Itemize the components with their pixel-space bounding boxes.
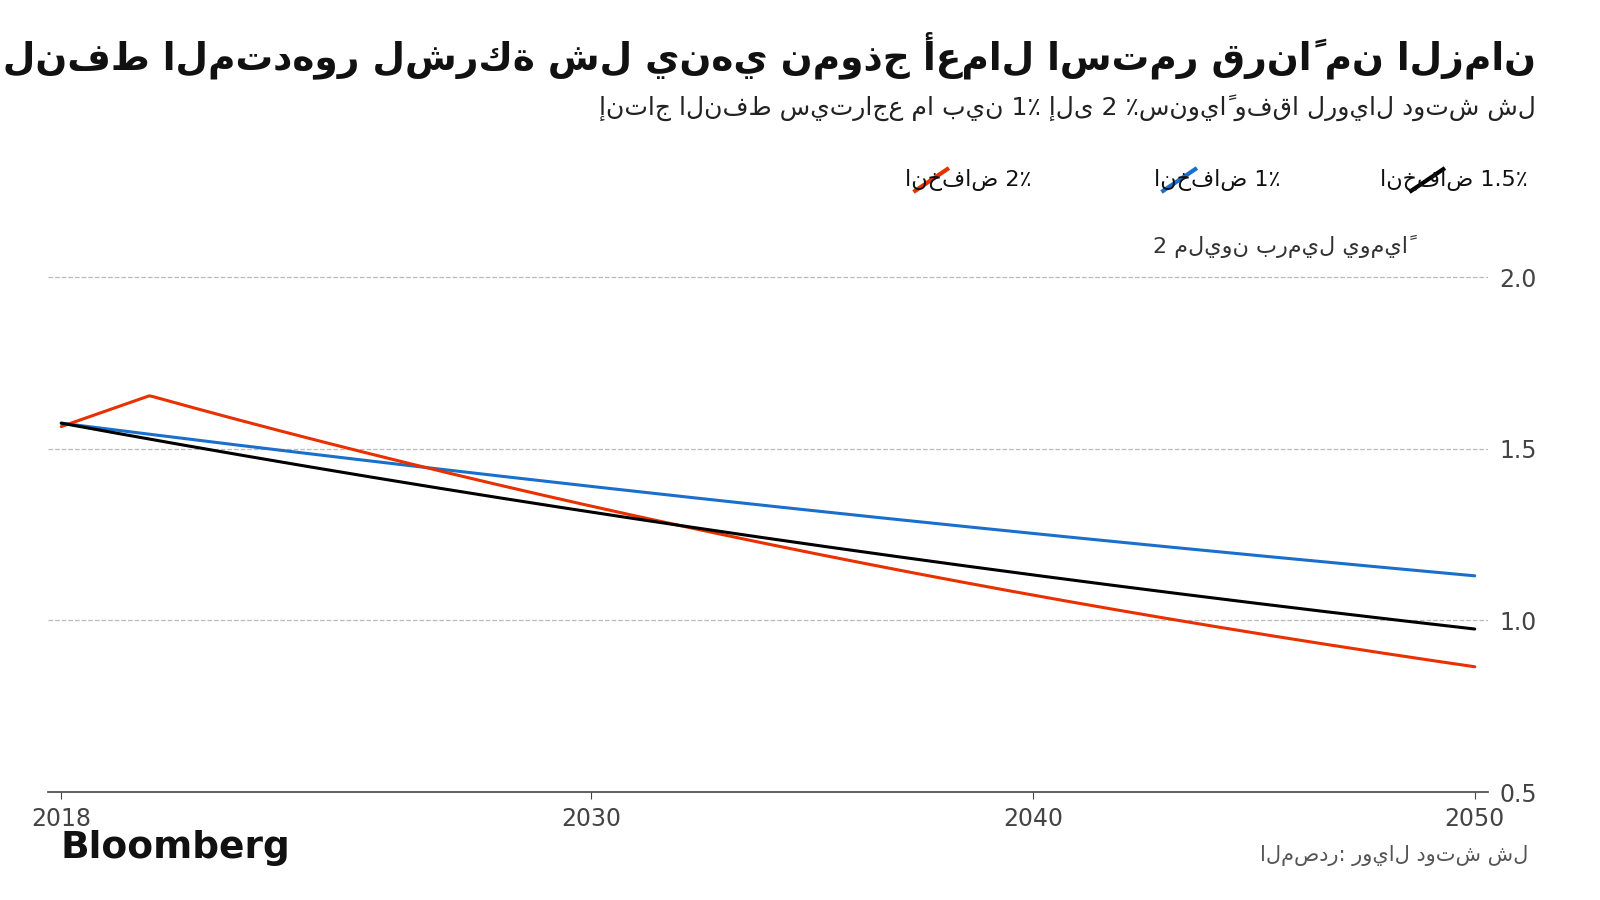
Text: إنتاج النفط سيتراجع ما بين 1٪ إلى 2 ٪سنوياً وفقا لرويال دوتش شل: إنتاج النفط سيتراجع ما بين 1٪ إلى 2 ٪سنو… (598, 94, 1536, 122)
Text: 2 مليون برميل يومياً: 2 مليون برميل يومياً (1154, 235, 1408, 258)
Text: انخفاض 1.5٪: انخفاض 1.5٪ (1381, 169, 1528, 191)
Text: Bloomberg: Bloomberg (61, 830, 291, 866)
Text: المصدر: رويال دوتش شل: المصدر: رويال دوتش شل (1259, 845, 1528, 866)
Text: انخفاض 2٪: انخفاض 2٪ (906, 169, 1032, 191)
Text: انخفاض 1٪: انخفاض 1٪ (1154, 169, 1280, 191)
Text: إنتاج النفط المتدهور لشركة شل ينهي نموذج أعمال استمر قرناً من الزمان: إنتاج النفط المتدهور لشركة شل ينهي نموذج… (0, 32, 1536, 79)
